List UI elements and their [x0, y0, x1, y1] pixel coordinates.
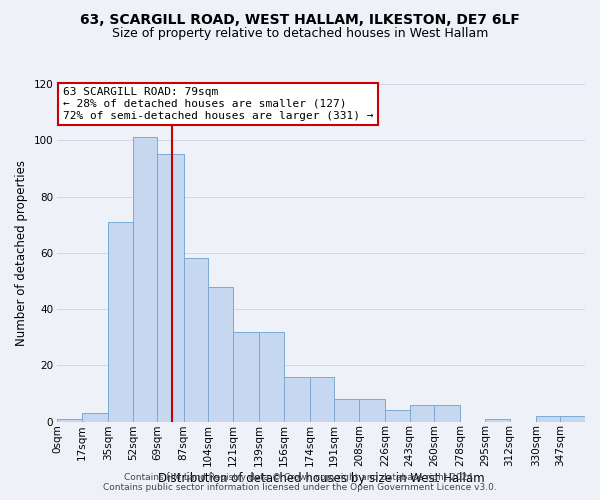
Bar	[108, 222, 133, 422]
Bar	[184, 258, 208, 422]
Bar	[359, 399, 385, 421]
Bar	[310, 376, 334, 422]
Bar	[157, 154, 184, 422]
Bar	[133, 138, 157, 422]
Bar	[82, 413, 108, 422]
Bar	[385, 410, 410, 422]
Text: 63, SCARGILL ROAD, WEST HALLAM, ILKESTON, DE7 6LF: 63, SCARGILL ROAD, WEST HALLAM, ILKESTON…	[80, 12, 520, 26]
Bar	[58, 418, 82, 422]
Bar	[208, 286, 233, 422]
Bar	[233, 332, 259, 422]
Bar	[259, 332, 284, 422]
Bar	[536, 416, 560, 422]
Bar	[410, 404, 434, 421]
Bar	[485, 418, 509, 422]
Bar	[284, 376, 310, 422]
Y-axis label: Number of detached properties: Number of detached properties	[15, 160, 28, 346]
Bar	[434, 404, 460, 421]
Bar	[560, 416, 585, 422]
Text: Size of property relative to detached houses in West Hallam: Size of property relative to detached ho…	[112, 28, 488, 40]
Text: 63 SCARGILL ROAD: 79sqm
← 28% of detached houses are smaller (127)
72% of semi-d: 63 SCARGILL ROAD: 79sqm ← 28% of detache…	[63, 88, 373, 120]
Bar	[334, 399, 359, 421]
Text: Contains HM Land Registry data © Crown copyright and database right 2024.
Contai: Contains HM Land Registry data © Crown c…	[103, 473, 497, 492]
X-axis label: Distribution of detached houses by size in West Hallam: Distribution of detached houses by size …	[158, 472, 485, 485]
